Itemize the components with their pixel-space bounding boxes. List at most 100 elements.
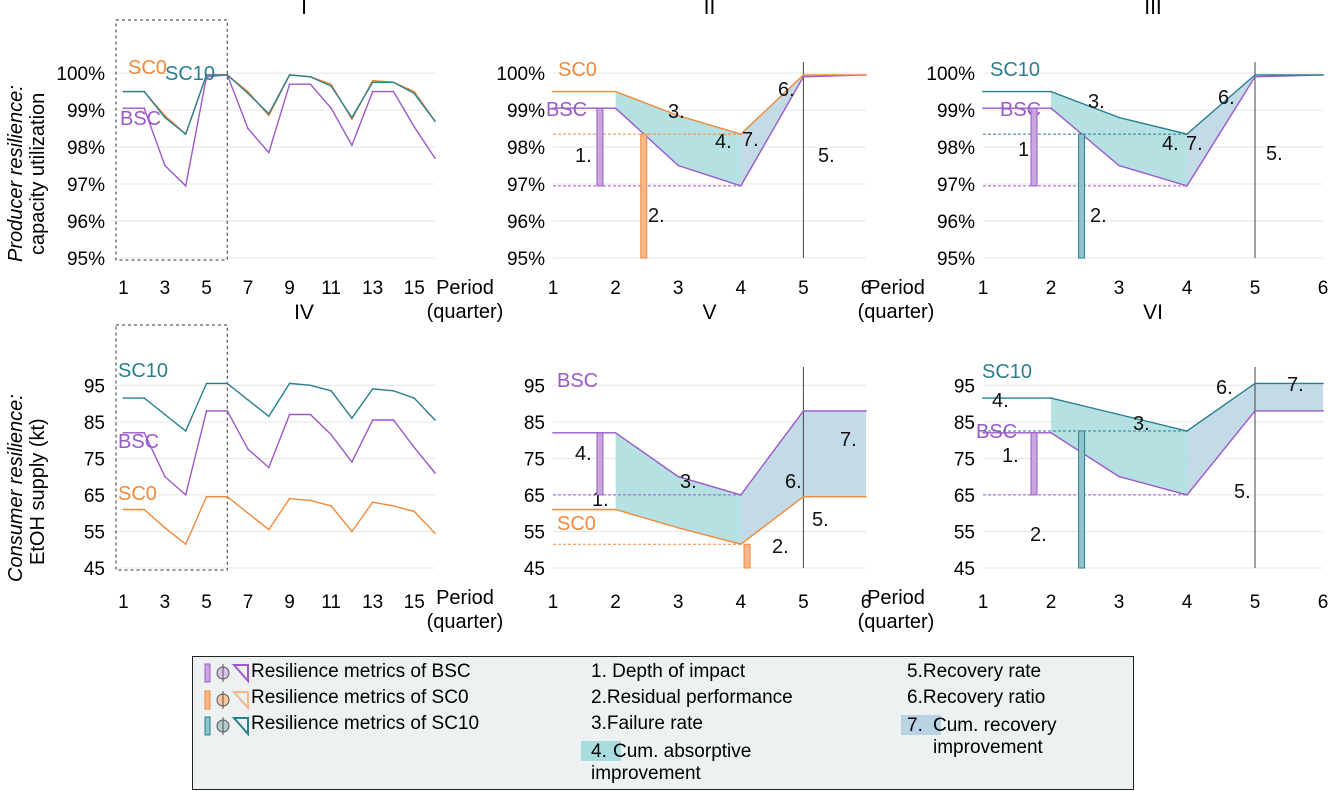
y-tick-label: 65 [954,486,975,507]
data-point-bsc [143,431,145,434]
x-tick-label: 11 [321,278,341,299]
data-point-sc0 [351,118,353,121]
data-point-sc10 [288,74,291,76]
data-point-sc10 [1050,90,1052,93]
chart-label: 3. [668,101,685,123]
series-line-bsc [983,410,1323,496]
y-tick-label: 85 [954,413,975,434]
data-point-sc10 [371,81,374,84]
x-tick-label: 5 [798,592,809,613]
y-tick-label: 96% [507,212,545,233]
row-labels: Producer resilience: capacity utilizatio… [5,85,49,582]
data-point-bsc [184,494,187,496]
data-point-bsc [392,90,395,93]
data-point-bsc [122,107,125,110]
data-point-sc0 [371,79,374,82]
x-axis-label-unit: (quarter) [427,611,504,633]
data-point-bsc [247,448,249,451]
legend-recovery-rate: 5.Recovery rate [907,661,1042,682]
series-line-sc10 [123,382,436,433]
x-tick-label: 2 [1046,278,1057,299]
data-point-sc10 [413,397,416,399]
y-tick-label: 98% [507,138,545,159]
data-point-sc10 [330,389,332,392]
data-point-sc10 [982,90,984,93]
data-point-sc10 [164,116,166,119]
y-tick-label: 65 [84,486,105,507]
y-tick-label: 55 [524,522,545,543]
x-tick-label: 7 [243,278,254,299]
zoom-box [115,324,228,571]
chart-label: SC10 [118,360,168,382]
data-point-sc10 [184,133,187,135]
chart-label: BSC [976,421,1017,443]
x-tick-label: 2 [1046,592,1057,613]
y-tick-label: 95% [67,249,105,270]
data-point-sc10 [122,397,125,399]
x-tick-label: 13 [362,278,383,299]
y-tick-label: 97% [507,175,545,196]
data-point-sc10 [247,399,249,401]
chart-label: 3. [680,471,697,493]
x-axis-label-unit: (quarter) [858,611,935,633]
legend-sc10: Resilience metrics of SC10 [251,713,480,734]
absorptive-area [1051,398,1187,495]
data-point-bsc [1118,475,1120,478]
bsc-symbol-icon [204,663,249,684]
series-line-sc0 [553,74,866,135]
data-point-bsc [184,185,187,187]
x-tick-label: 15 [404,278,425,299]
recovery-area [1187,383,1323,495]
data-point-sc0 [677,527,679,529]
depth-bar-bsc [596,107,604,187]
chart-label: SC10 [982,361,1032,383]
legend-depth: 1. Depth of impact [591,661,746,682]
x-tick-label: 6 [861,278,872,299]
y-tick-label: 95% [507,249,545,270]
chart-label: SC0 [558,59,597,81]
x-tick-label: 3 [1114,592,1125,613]
data-point-bsc [351,144,353,147]
data-point-bsc [434,157,436,159]
chart-label: 5. [818,145,835,167]
data-point-bsc [677,475,679,478]
data-point-sc0 [802,74,805,76]
y-tick-label: 95 [524,376,545,397]
chart-label: 2. [772,536,789,558]
legend-symbols [204,663,249,737]
chart-label: 5. [1266,143,1283,165]
y-tick-label: 97% [937,175,975,196]
sc0-symbol-icon [204,690,249,711]
data-point-bsc [614,107,617,110]
data-point-sc10 [1186,430,1188,432]
absorptive-swatch [581,741,621,761]
data-point-bsc [1254,410,1256,412]
absorptive-area [1051,91,1187,186]
series-line-bsc [123,74,436,188]
chart-label: 4. [715,131,732,153]
data-point-sc0 [164,527,166,529]
data-point-bsc [330,433,332,436]
x-tick-label: 1 [978,592,989,613]
x-tick-label: 5 [201,592,212,613]
x-tick-label: 2 [610,592,621,613]
chart-label: 7. [742,129,759,151]
y-tick-label: 98% [67,138,105,159]
data-point-bsc [288,413,291,416]
series-line-bsc [983,74,1324,187]
x-axis-label: Period [867,277,925,299]
data-point-sc10 [1322,74,1324,76]
y-tick-label: 99% [937,101,975,122]
data-point-bsc [205,410,208,412]
data-point-sc0 [330,83,332,85]
legend-recovery-ratio: 6.Recovery ratio [907,687,1046,708]
chart-label: 6. [785,471,802,493]
chart-label: 7. [1186,133,1203,155]
chart-label: BSC [120,108,161,130]
data-point-bsc [1050,107,1052,110]
data-point-sc0 [351,530,353,533]
data-point-bsc [143,107,145,110]
recovery-area [740,74,866,186]
y-tick-label: 45 [954,559,975,580]
